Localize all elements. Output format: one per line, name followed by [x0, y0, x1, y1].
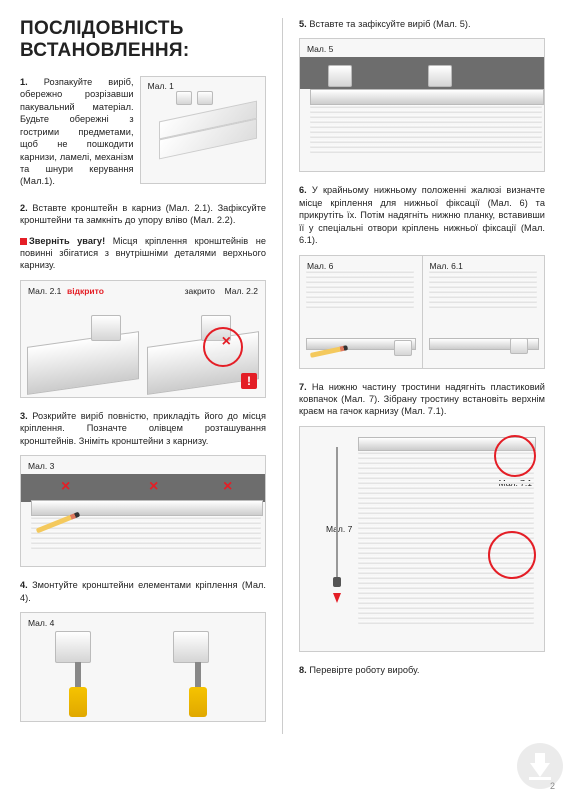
- figure-7-label: Мал. 7: [324, 523, 354, 535]
- figure-4-label: Мал. 4: [26, 617, 56, 629]
- step-6-text: 6. У крайньому нижньому положенні жалюзі…: [299, 184, 545, 246]
- cross-icon: ×: [222, 333, 231, 351]
- step-8-text: 8. Перевірте роботу виробу.: [299, 664, 545, 676]
- figure-4: Мал. 4: [20, 612, 266, 722]
- figure-6: Мал. 6 Мал. 6.1: [299, 255, 545, 369]
- step-2-warning: Зверніть увагу! Місця кріплення кронштей…: [20, 235, 266, 272]
- step-2-text: 2. Вставте кронштейн в карниз (Мал. 2.1)…: [20, 202, 266, 227]
- cross-icon: ×: [61, 478, 70, 496]
- step-5-text: 5. Вставте та зафіксуйте виріб (Мал. 5).: [299, 18, 545, 30]
- open-label: відкрито: [65, 285, 106, 297]
- figure-3-label: Мал. 3: [26, 460, 56, 472]
- cross-icon: ×: [149, 478, 158, 496]
- figure-5: Мал. 5: [299, 38, 545, 172]
- left-column: ПОСЛІДОВНІСТЬ ВСТАНОВЛЕННЯ: 1. Розпакуйт…: [20, 18, 266, 734]
- figure-1: Мал. 1: [140, 76, 266, 184]
- figure-2: Мал. 2.1 відкрито закрито Мал. 2.2 × !: [20, 280, 266, 398]
- page-title: ПОСЛІДОВНІСТЬ ВСТАНОВЛЕННЯ:: [20, 18, 266, 62]
- step-7-text: 7. На нижню частину тростини надягніть п…: [299, 381, 545, 418]
- figure-7: Мал. 7 Мал. 7.1: [299, 426, 545, 652]
- figure-1-label: Мал. 1: [146, 80, 176, 92]
- cross-icon: ×: [223, 478, 232, 496]
- closed-label: закрито: [183, 285, 217, 297]
- step-1-text: 1. Розпакуйте виріб, обережно розрізавши…: [20, 76, 134, 188]
- page-number: 2: [550, 781, 555, 791]
- figure-2-1-label: Мал. 2.1: [26, 285, 63, 297]
- figure-2-2-label: Мал. 2.2: [223, 285, 260, 297]
- arrow-down-icon: [333, 593, 341, 603]
- download-overlay-icon: [517, 743, 563, 789]
- figure-3: Мал. 3 × × ×: [20, 455, 266, 567]
- warning-icon: [20, 238, 27, 245]
- right-column: 5. Вставте та зафіксуйте виріб (Мал. 5).…: [299, 18, 545, 734]
- column-divider: [282, 18, 283, 734]
- warning-badge: !: [241, 373, 257, 389]
- step-3-text: 3. Розкрийте виріб повністю, прикладіть …: [20, 410, 266, 447]
- step-4-text: 4. Змонтуйте кронштейни елементами кріпл…: [20, 579, 266, 604]
- figure-5-label: Мал. 5: [305, 43, 335, 55]
